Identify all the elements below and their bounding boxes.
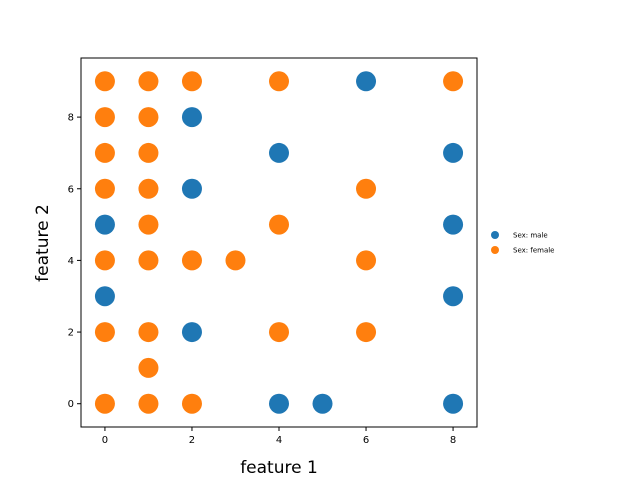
scatter-point-series0-4 (181, 322, 202, 343)
scatter-point-series0-5 (269, 142, 289, 163)
y-tick-label: 8 (68, 113, 74, 124)
scatter-point-series1-2 (94, 142, 115, 163)
scatter-point-series1-0 (94, 71, 115, 92)
scatter-point-series1-25 (356, 322, 377, 343)
legend-label: Sex: male (513, 232, 548, 240)
points-layer (94, 71, 464, 414)
y-tick-label: 0 (68, 399, 74, 410)
x-tick-label: 0 (102, 435, 108, 446)
x-tick-label: 6 (363, 435, 369, 446)
scatter-point-series1-3 (94, 178, 115, 199)
scatter-point-series1-12 (138, 250, 159, 271)
legend-marker (491, 246, 499, 254)
scatter-point-series0-2 (181, 107, 202, 128)
scatter-point-series1-9 (138, 142, 159, 163)
scatter-point-series1-18 (181, 393, 202, 414)
y-tick-label: 4 (68, 256, 74, 267)
scatter-point-series0-9 (443, 142, 464, 163)
scatter-point-series0-6 (269, 393, 289, 414)
scatter-point-series0-12 (443, 393, 464, 414)
scatter-point-series0-7 (312, 393, 333, 414)
scatter-point-series1-5 (94, 322, 115, 343)
scatter-point-series1-17 (181, 250, 202, 271)
scatter-point-series1-8 (138, 107, 159, 128)
legend-marker (491, 231, 499, 239)
y-tick-label: 2 (68, 328, 74, 339)
scatter-point-series0-0 (94, 214, 115, 235)
scatter-point-series1-6 (94, 393, 115, 414)
scatter-point-series0-8 (356, 71, 377, 92)
scatter-point-series0-3 (181, 178, 202, 199)
y-axis: 0 2 4 6 8 (68, 113, 81, 410)
scatter-point-series1-10 (138, 178, 159, 199)
scatter-point-series1-14 (138, 357, 159, 378)
scatter-point-series0-1 (94, 286, 115, 307)
legend: Sex: male Sex: female (491, 231, 554, 255)
legend-label: Sex: female (513, 247, 554, 255)
scatter-point-series1-11 (138, 214, 159, 235)
scatter-point-series1-4 (94, 250, 115, 271)
scatter-point-series1-7 (138, 71, 159, 92)
scatter-point-series1-20 (269, 71, 289, 92)
scatter-point-series1-26 (443, 71, 464, 92)
scatter-point-series1-13 (138, 322, 159, 343)
x-axis: 0 2 4 6 8 (102, 427, 456, 446)
scatter-point-series1-15 (138, 393, 159, 414)
x-tick-label: 2 (189, 435, 195, 446)
x-axis-title: feature 1 (240, 458, 318, 478)
y-tick-label: 6 (68, 184, 74, 195)
scatter-point-series1-1 (94, 107, 115, 128)
scatter-point-series1-23 (356, 178, 377, 199)
y-axis-title: feature 2 (33, 204, 53, 282)
scatter-point-series1-22 (269, 322, 289, 343)
scatter-point-series1-19 (225, 250, 246, 271)
scatter-point-series0-11 (443, 286, 464, 307)
x-tick-label: 8 (450, 435, 456, 446)
scatter-point-series1-24 (356, 250, 377, 271)
scatter-point-series1-16 (181, 71, 202, 92)
scatter-point-series0-10 (443, 214, 464, 235)
x-tick-label: 4 (276, 435, 282, 446)
scatter-point-series1-21 (269, 214, 289, 235)
